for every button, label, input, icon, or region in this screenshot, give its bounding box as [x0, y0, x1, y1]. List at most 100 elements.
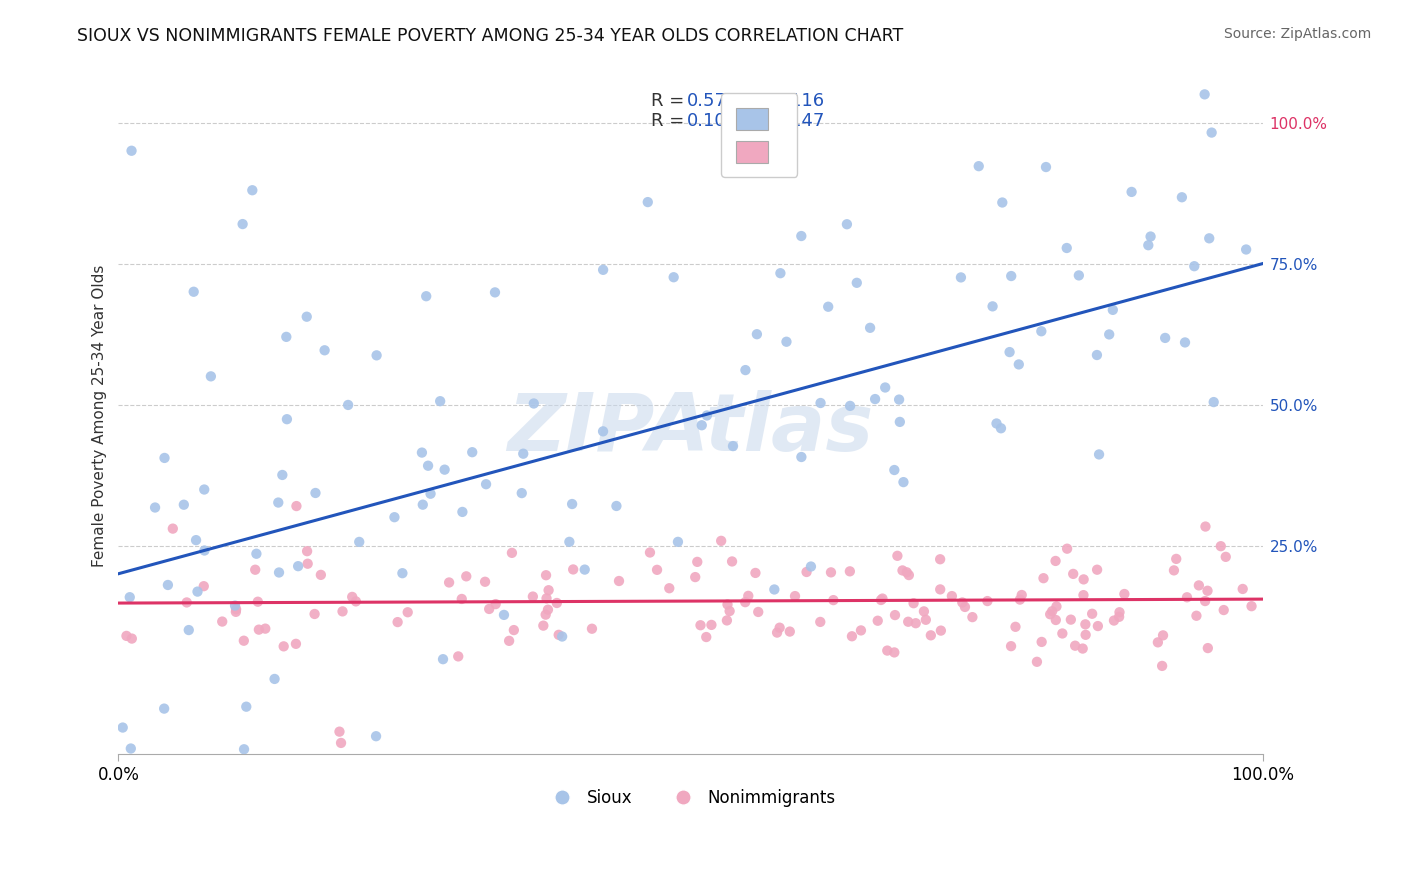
- Point: [447, 649, 470, 664]
- Point: [929, 582, 952, 597]
- Point: [1074, 628, 1097, 642]
- Point: [820, 566, 842, 580]
- Point: [330, 736, 353, 750]
- Point: [1056, 541, 1078, 556]
- Point: [1074, 617, 1097, 632]
- Point: [904, 616, 927, 631]
- Point: [534, 568, 557, 582]
- Point: [766, 625, 789, 640]
- Point: [1234, 243, 1257, 257]
- Point: [211, 615, 233, 629]
- Point: [478, 602, 501, 616]
- Point: [891, 564, 914, 578]
- Point: [297, 557, 319, 571]
- Point: [841, 629, 863, 643]
- Point: [1000, 268, 1022, 283]
- Point: [695, 630, 717, 644]
- Point: [796, 565, 818, 579]
- Point: [1000, 639, 1022, 653]
- Point: [700, 618, 723, 632]
- Point: [1175, 591, 1198, 605]
- Point: [737, 589, 759, 603]
- Point: [998, 345, 1021, 359]
- Point: [111, 721, 134, 735]
- Point: [267, 495, 290, 509]
- Point: [710, 533, 733, 548]
- Point: [763, 582, 786, 597]
- Point: [1031, 635, 1053, 649]
- Point: [1064, 639, 1087, 653]
- Point: [1032, 571, 1054, 585]
- Point: [1197, 641, 1219, 656]
- Point: [835, 217, 858, 231]
- Point: [1232, 582, 1254, 596]
- Point: [475, 477, 498, 491]
- Point: [863, 392, 886, 406]
- Point: [193, 483, 215, 497]
- Point: [384, 510, 406, 524]
- Point: [872, 591, 894, 606]
- Point: [991, 195, 1014, 210]
- Text: N =: N =: [745, 92, 797, 110]
- Point: [887, 392, 910, 407]
- Point: [845, 276, 868, 290]
- Point: [645, 563, 668, 577]
- Text: N =: N =: [745, 112, 797, 130]
- Point: [461, 445, 484, 459]
- Point: [686, 555, 709, 569]
- Point: [1154, 331, 1177, 345]
- Point: [512, 447, 534, 461]
- Point: [245, 563, 267, 577]
- Point: [184, 533, 207, 548]
- Point: [309, 567, 332, 582]
- Point: [962, 610, 984, 624]
- Point: [953, 599, 976, 614]
- Point: [1114, 587, 1136, 601]
- Point: [990, 421, 1012, 435]
- Point: [562, 562, 585, 576]
- Point: [1045, 554, 1067, 568]
- Point: [276, 412, 298, 426]
- Point: [718, 604, 741, 618]
- Point: [304, 607, 326, 621]
- Point: [783, 589, 806, 603]
- Point: [432, 652, 454, 666]
- Point: [537, 602, 560, 616]
- Point: [981, 299, 1004, 313]
- Point: [121, 144, 143, 158]
- Point: [716, 598, 738, 612]
- Text: ZIPAtlas: ZIPAtlas: [508, 391, 873, 468]
- Point: [328, 724, 350, 739]
- Text: 116: 116: [790, 92, 824, 110]
- Point: [929, 552, 952, 566]
- Point: [484, 285, 506, 300]
- Point: [1011, 588, 1033, 602]
- Point: [245, 547, 267, 561]
- Point: [849, 624, 872, 638]
- Point: [1031, 324, 1053, 338]
- Point: [285, 499, 308, 513]
- Point: [337, 398, 360, 412]
- Point: [817, 300, 839, 314]
- Point: [638, 545, 661, 559]
- Point: [950, 595, 973, 609]
- Point: [1209, 539, 1232, 553]
- Point: [1040, 604, 1063, 618]
- Point: [1087, 619, 1109, 633]
- Point: [790, 450, 813, 464]
- Point: [1194, 594, 1216, 608]
- Point: [162, 522, 184, 536]
- Point: [889, 415, 911, 429]
- Point: [498, 633, 520, 648]
- Point: [1202, 395, 1225, 409]
- Point: [696, 409, 718, 423]
- Point: [177, 623, 200, 637]
- Point: [893, 475, 915, 489]
- Point: [474, 574, 496, 589]
- Point: [662, 270, 685, 285]
- Point: [344, 594, 367, 608]
- Point: [349, 535, 371, 549]
- Point: [1240, 599, 1263, 614]
- Point: [558, 534, 581, 549]
- Point: [276, 330, 298, 344]
